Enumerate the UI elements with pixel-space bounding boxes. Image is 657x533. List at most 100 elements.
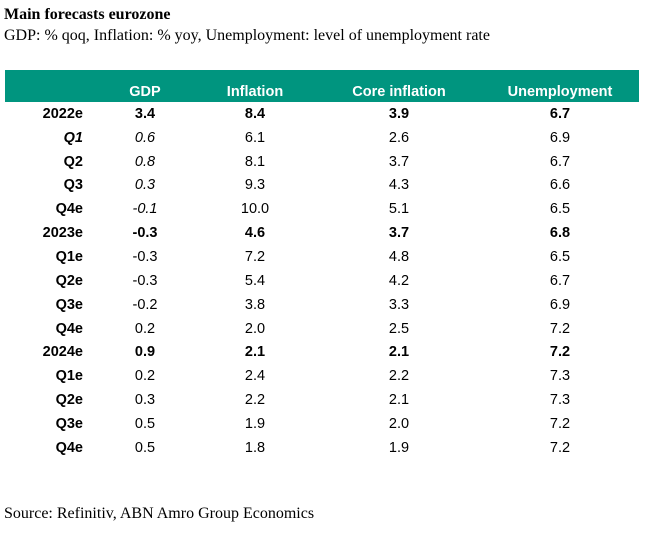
row-label: Q1	[63, 129, 83, 146]
row-label: 2024e	[42, 344, 83, 361]
row-label: Q3e	[55, 296, 83, 313]
table-row: Q4e -0.1 10.0 5.1 6.5	[5, 197, 639, 221]
gdp-value: -0.3	[132, 225, 158, 242]
row-label: Q3e	[55, 415, 83, 432]
unemployment-value: 7.3	[549, 392, 571, 409]
inflation-value: 2.2	[244, 392, 266, 409]
gdp-value: 0.6	[134, 129, 156, 146]
unemployment-value: 6.7	[549, 153, 571, 170]
table-row: Q1e -0.3 7.2 4.8 6.5	[5, 245, 639, 269]
core-inflation-value: 1.9	[388, 439, 410, 456]
unemployment-value: 7.2	[549, 320, 571, 337]
inflation-value: 2.0	[244, 320, 266, 337]
core-inflation-value: 3.9	[388, 105, 410, 122]
core-inflation-value: 2.0	[388, 415, 410, 432]
source-note: Source: Refinitiv, ABN Amro Group Econom…	[4, 505, 315, 522]
inflation-value: 7.2	[244, 248, 266, 265]
table-body: 2022e 3.4 8.4 3.9 6.7 Q1 0.6 6.1 2.6 6.9 Q2 0.8 8.1 3…	[5, 102, 639, 460]
core-inflation-value: 2.2	[388, 368, 410, 385]
row-label: Q4e	[55, 439, 83, 456]
row-label: 2023e	[42, 225, 83, 242]
row-label: Q1e	[55, 248, 83, 265]
table-row: Q1e 0.2 2.4 2.2 7.3	[5, 364, 639, 388]
gdp-value: 0.2	[134, 368, 156, 385]
row-label: Q2	[63, 153, 83, 170]
core-inflation-value: 2.5	[388, 320, 410, 337]
unemployment-value: 6.5	[549, 248, 571, 265]
inflation-value: 10.0	[240, 201, 270, 218]
row-label: Q2e	[55, 392, 83, 409]
column-header-gdp: GDP	[97, 70, 193, 102]
row-label: Q4e	[55, 320, 83, 337]
gdp-value: 0.8	[134, 153, 156, 170]
forecast-table: GDP Inflation Core inflation Unemploymen…	[5, 70, 639, 460]
inflation-value: 3.8	[244, 296, 266, 313]
core-inflation-value: 4.8	[388, 248, 410, 265]
gdp-value: -0.3	[132, 248, 158, 265]
core-inflation-value: 2.6	[388, 129, 410, 146]
core-inflation-value: 5.1	[388, 201, 410, 218]
core-inflation-value: 3.7	[388, 153, 410, 170]
column-header-core-inflation: Core inflation	[317, 70, 481, 102]
gdp-value: 0.2	[134, 320, 156, 337]
inflation-value: 2.4	[244, 368, 266, 385]
column-header-unemployment: Unemployment	[481, 70, 639, 102]
unemployment-value: 6.9	[549, 129, 571, 146]
column-header-inflation: Inflation	[193, 70, 317, 102]
gdp-value: 0.9	[134, 344, 156, 361]
row-label: Q1e	[55, 368, 83, 385]
unemployment-value: 6.7	[549, 272, 571, 289]
core-inflation-value: 3.3	[388, 296, 410, 313]
inflation-value: 5.4	[244, 272, 266, 289]
gdp-value: -0.3	[132, 272, 158, 289]
inflation-value: 6.1	[244, 129, 266, 146]
gdp-value: 0.3	[134, 392, 156, 409]
table-header-row: GDP Inflation Core inflation Unemploymen…	[5, 70, 639, 102]
inflation-value: 2.1	[244, 344, 266, 361]
table-row: Q2e 0.3 2.2 2.1 7.3	[5, 388, 639, 412]
gdp-value: 0.5	[134, 415, 156, 432]
table-row: Q4e 0.2 2.0 2.5 7.2	[5, 317, 639, 341]
table-row: 2024e 0.9 2.1 2.1 7.2	[5, 340, 639, 364]
table-row: Q2 0.8 8.1 3.7 6.7	[5, 150, 639, 174]
row-label: Q4e	[55, 201, 83, 218]
inflation-value: 4.6	[244, 225, 266, 242]
unemployment-value: 7.2	[549, 439, 571, 456]
inflation-value: 8.4	[244, 105, 266, 122]
inflation-value: 9.3	[244, 177, 266, 194]
table-row: Q3e -0.2 3.8 3.3 6.9	[5, 293, 639, 317]
unemployment-value: 7.2	[549, 344, 571, 361]
row-label: Q2e	[55, 272, 83, 289]
row-label: 2022e	[42, 105, 83, 122]
unemployment-value: 6.6	[549, 177, 571, 194]
gdp-value: 0.5	[134, 439, 156, 456]
row-label: Q3	[63, 177, 83, 194]
unemployment-value: 6.9	[549, 296, 571, 313]
table-row: Q4e 0.5 1.8 1.9 7.2	[5, 436, 639, 460]
table-row: Q2e -0.3 5.4 4.2 6.7	[5, 269, 639, 293]
inflation-value: 1.9	[244, 415, 266, 432]
unemployment-value: 6.5	[549, 201, 571, 218]
column-header-label	[5, 70, 97, 102]
inflation-value: 8.1	[244, 153, 266, 170]
core-inflation-value: 4.2	[388, 272, 410, 289]
gdp-value: 0.3	[134, 177, 156, 194]
table-row: Q3 0.3 9.3 4.3 6.6	[5, 174, 639, 198]
page-subtitle: GDP: % qoq, Inflation: % yoy, Unemployme…	[4, 27, 490, 44]
table-row: 2023e -0.3 4.6 3.7 6.8	[5, 221, 639, 245]
core-inflation-value: 4.3	[388, 177, 410, 194]
unemployment-value: 6.8	[549, 225, 571, 242]
table-row: Q3e 0.5 1.9 2.0 7.2	[5, 412, 639, 436]
page-title: Main forecasts eurozone	[4, 6, 171, 23]
gdp-value: -0.2	[132, 296, 158, 313]
core-inflation-value: 2.1	[388, 344, 410, 361]
unemployment-value: 7.2	[549, 415, 571, 432]
unemployment-value: 7.3	[549, 368, 571, 385]
unemployment-value: 6.7	[549, 105, 571, 122]
table-row: Q1 0.6 6.1 2.6 6.9	[5, 126, 639, 150]
core-inflation-value: 3.7	[388, 225, 410, 242]
core-inflation-value: 2.1	[388, 392, 410, 409]
table-row: 2022e 3.4 8.4 3.9 6.7	[5, 102, 639, 126]
inflation-value: 1.8	[244, 439, 266, 456]
gdp-value: -0.1	[132, 201, 158, 218]
